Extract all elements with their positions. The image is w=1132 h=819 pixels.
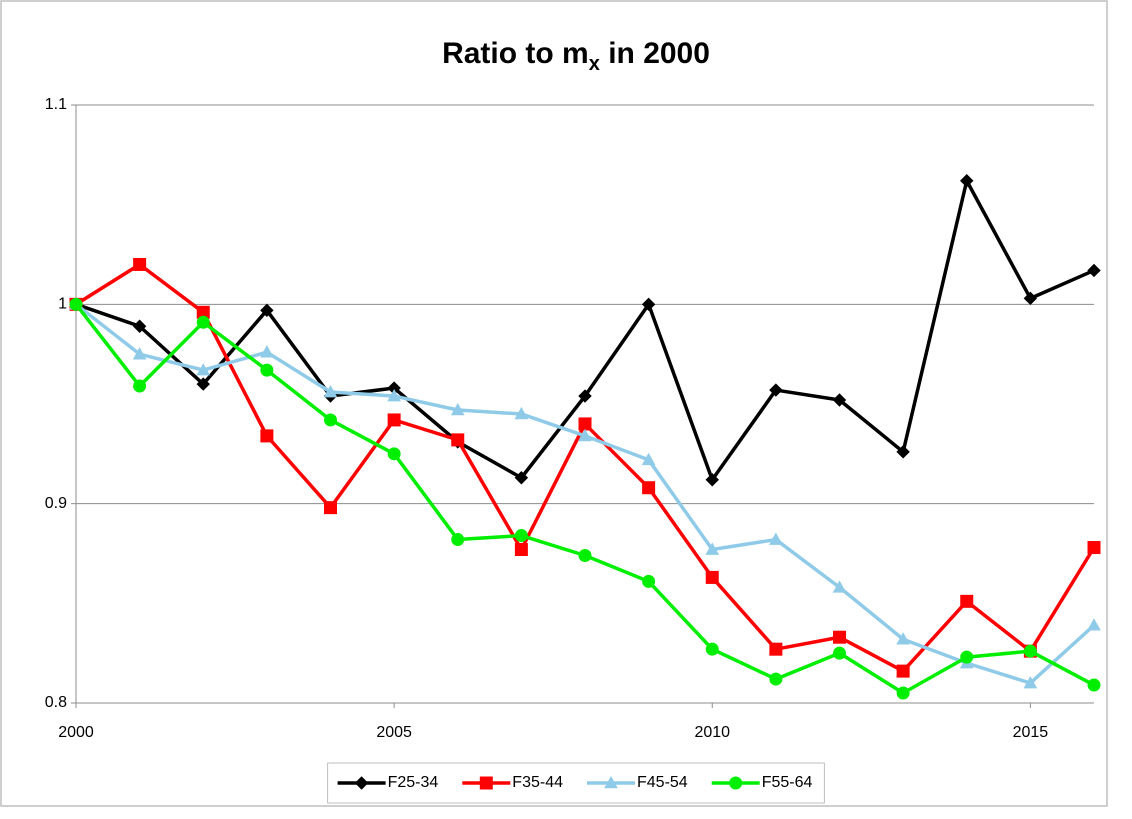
x-tick-label: 2005 [376,724,412,741]
marker [260,363,274,377]
marker [1087,541,1101,555]
marker [896,445,910,459]
legend-label: F35-44 [512,774,563,791]
marker [196,363,211,376]
marker [769,532,783,545]
marker [1087,618,1101,631]
marker [514,471,529,485]
marker [705,473,719,487]
marker [960,650,974,664]
marker [514,543,528,557]
marker [578,417,592,431]
legend: F25-34 F35-44 F45-54 F55-64 [327,762,825,804]
marker [1087,263,1101,278]
marker [260,429,274,443]
marker [578,548,592,562]
marker [769,642,783,656]
y-tick-label: 1 [58,296,67,313]
marker [642,481,656,495]
marker [132,319,147,333]
marker [133,257,147,271]
marker [451,533,465,547]
legend-label: F25-34 [388,774,439,791]
marker [323,385,338,398]
marker [133,379,147,393]
marker [1023,644,1037,658]
legend-label: F45-54 [637,774,688,791]
title-subscript: x [589,53,600,75]
y-tick-label: 0.8 [45,694,67,711]
marker [578,389,592,403]
marker [705,570,719,584]
marker [833,630,846,644]
marker [260,303,274,318]
marker [641,452,656,466]
x-tick-label: 2000 [58,724,94,741]
marker [769,672,783,686]
marker [514,529,528,543]
marker [324,413,337,427]
marker [604,775,618,789]
marker [641,297,656,312]
legend-label: F55-64 [762,774,813,791]
marker [260,345,274,358]
marker [387,413,401,427]
title-text: Ratio to m [442,37,589,70]
marker [1087,678,1101,692]
marker [450,402,465,416]
marker [960,594,974,608]
marker [479,776,493,790]
marker [832,580,847,593]
marker [832,393,847,407]
marker [69,297,83,311]
marker [387,447,401,461]
title-text: in 2000 [600,37,710,70]
marker [132,347,147,360]
y-tick-label: 1.1 [45,96,67,113]
marker [514,406,529,420]
marker [705,542,720,555]
x-tick-label: 2010 [694,724,730,741]
marker [729,776,743,790]
marker [960,174,974,188]
marker [196,377,210,391]
marker [896,632,910,645]
marker [833,646,846,660]
chart-title: Ratio to mx in 2000 [442,37,710,75]
plot-area [76,105,1094,703]
marker [1023,676,1038,689]
marker [896,686,910,700]
marker [324,501,337,515]
marker [451,433,465,447]
x-tick-label: 2015 [1013,724,1049,741]
marker [1023,291,1038,306]
marker [896,664,910,678]
marker [769,383,783,397]
marker [578,428,592,442]
marker [387,388,401,402]
y-tick-label: 0.9 [45,495,67,512]
marker [642,574,656,588]
marker [705,642,719,656]
marker [196,315,210,329]
marker [354,776,369,790]
